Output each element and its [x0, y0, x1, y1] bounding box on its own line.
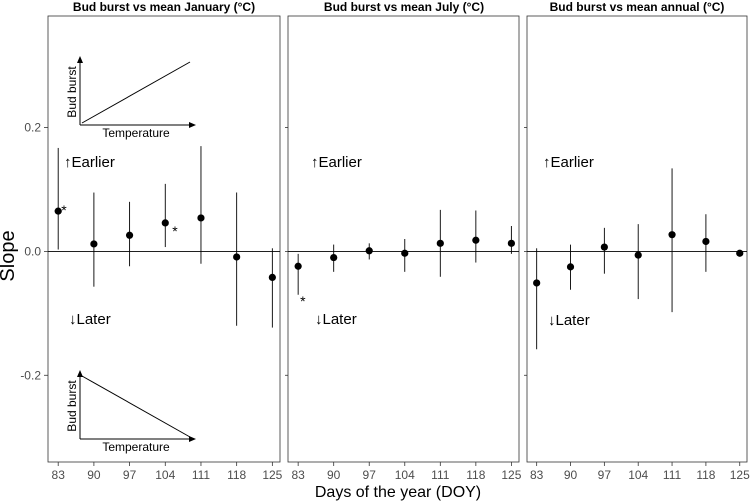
y-tick-label: 0.0	[24, 244, 41, 258]
earlier-label: ↑Earlier	[311, 154, 362, 171]
earlier-label: ↑Earlier	[543, 154, 594, 171]
data-point	[736, 249, 744, 257]
data-point	[401, 249, 409, 257]
data-point	[436, 239, 444, 247]
x-tick-label: 83	[291, 468, 305, 482]
x-tick-label: 118	[227, 468, 246, 482]
data-point	[634, 251, 642, 259]
data-point	[600, 243, 608, 251]
significance-marker: *	[61, 202, 67, 218]
x-tick-label: 90	[564, 468, 578, 482]
panel-frame	[526, 15, 748, 463]
data-point	[268, 273, 276, 282]
x-tick-label: 104	[155, 468, 175, 482]
panel-july: Bud burst vs mean July (°C) 83 90 97 104 111…	[285, 0, 522, 482]
data-point	[507, 239, 515, 247]
data-point	[233, 253, 241, 261]
inset-negative-line	[81, 375, 191, 438]
significance-marker: *	[300, 293, 306, 309]
inset-x-arrow	[189, 436, 196, 442]
x-tick-label: 97	[123, 468, 137, 482]
data-point	[125, 231, 134, 239]
panel-title: Bud burst vs mean annual (°C)	[550, 0, 725, 14]
data-point	[197, 214, 205, 222]
data-point	[472, 236, 480, 244]
x-tick-label: 111	[663, 468, 682, 482]
x-tick-label: 111	[431, 468, 450, 482]
x-tick-label: 125	[730, 468, 750, 482]
data-point	[533, 279, 541, 287]
x-tick-label: 83	[52, 468, 66, 482]
inset-x-label: Temperature	[102, 440, 170, 454]
x-tick-label: 83	[530, 468, 544, 482]
y-axis-title: Slope	[0, 230, 19, 281]
later-label: ↓Later	[69, 311, 111, 328]
panel-january: Bud burst vs mean January (°C) 83 90 97 104…	[47, 0, 283, 482]
panel-title: Bud burst vs mean January (°C)	[73, 0, 255, 14]
x-tick-label: 97	[363, 468, 377, 482]
data-point	[566, 263, 575, 271]
panel-frame	[47, 15, 281, 463]
x-tick-label: 125	[262, 468, 282, 482]
panel-annual: Bud burst vs mean annual (°C) 83 90 97 104 1…	[524, 0, 750, 482]
data-point	[294, 262, 302, 270]
x-tick-label: 125	[501, 468, 521, 482]
x-tick-label: 90	[87, 468, 101, 482]
inset-y-arrow	[77, 56, 83, 63]
data-point	[330, 253, 338, 262]
data-point	[702, 237, 710, 246]
earlier-label: ↑Earlier	[64, 154, 115, 171]
later-label: ↓Later	[548, 312, 590, 329]
data-point	[90, 240, 98, 248]
inset-x-arrow	[189, 122, 196, 128]
inset-y-label: Bud burst	[65, 66, 79, 118]
data-point	[668, 231, 676, 239]
data-point	[161, 219, 169, 227]
x-tick-label: 111	[192, 468, 211, 482]
x-tick-label: 97	[598, 468, 612, 482]
x-axis-title: Days of the year (DOY)	[315, 484, 481, 501]
data-point	[54, 207, 62, 215]
later-label: ↓Later	[315, 311, 357, 328]
x-tick-label: 90	[327, 468, 341, 482]
panel-title: Bud burst vs mean July (°C)	[324, 0, 484, 14]
data-point	[365, 247, 373, 255]
inset-y-label: Bud burst	[65, 380, 79, 432]
inset-negative: Bud burst Temperature	[65, 370, 196, 454]
x-tick-label: 118	[466, 468, 485, 482]
inset-positive-line	[81, 61, 191, 124]
x-tick-label: 104	[628, 468, 648, 482]
y-tick-label: -0.2	[20, 368, 41, 382]
panel-frame	[287, 15, 520, 463]
inset-positive: Bud burst Temperature	[65, 56, 196, 140]
significance-marker: *	[172, 223, 178, 239]
x-tick-label: 118	[696, 468, 715, 482]
inset-x-label: Temperature	[102, 126, 170, 140]
y-tick-label: 0.2	[24, 121, 41, 135]
x-tick-label: 104	[395, 468, 415, 482]
inset-y-arrow	[77, 370, 83, 377]
